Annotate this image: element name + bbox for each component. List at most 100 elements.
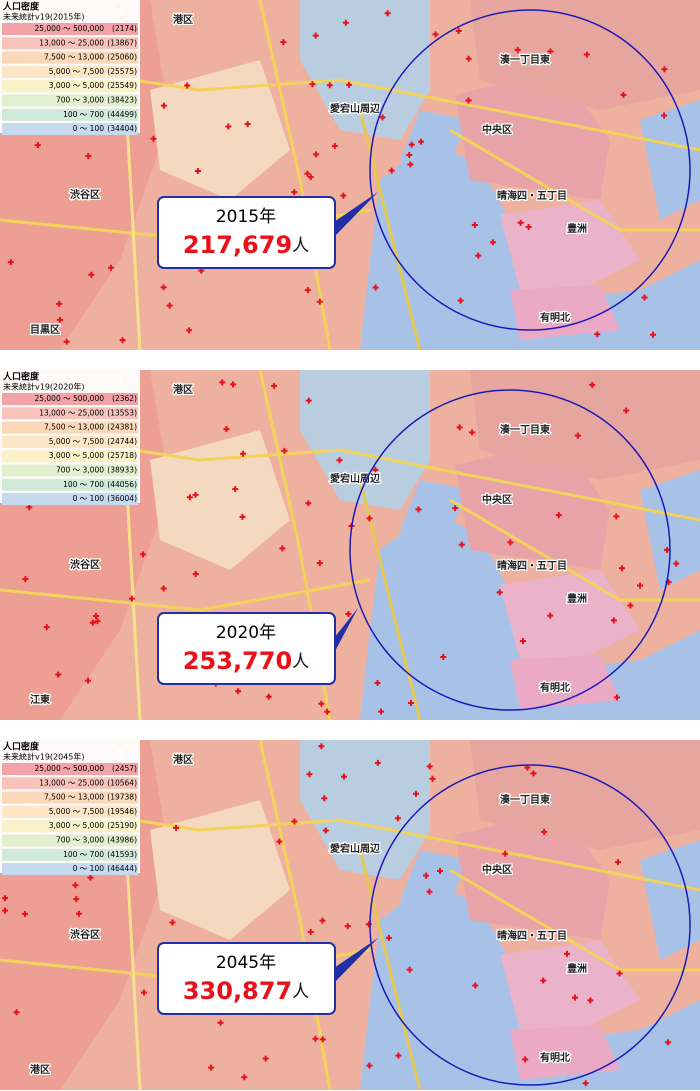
facility-marker [344,923,351,930]
legend-count: (2174) [112,24,137,33]
facility-marker [336,457,343,464]
facility-marker [305,500,312,507]
map-label: 豊洲 [567,962,587,975]
facility-marker [313,151,320,158]
green-district [150,60,290,200]
facility-marker [406,151,413,158]
facility-marker [530,770,537,777]
facility-marker [496,589,503,596]
facility-marker [230,381,237,388]
facility-marker [388,167,395,174]
map-label: 豊洲 [567,592,587,605]
facility-marker [72,882,79,889]
map-label: 晴海四・五丁目 [497,189,567,202]
facility-marker [217,1019,224,1026]
facility-marker [316,298,323,305]
facility-marker [169,919,176,926]
facility-marker [194,168,201,175]
facility-marker [340,192,347,199]
callout-box [157,196,336,269]
population-unit: 人 [292,236,309,256]
facility-marker [342,19,349,26]
facility-marker [89,619,96,626]
facility-marker [589,381,596,388]
callout-value: 253,770人 [183,647,309,675]
facility-marker [613,513,620,520]
facility-marker [412,790,419,797]
road [258,0,332,350]
facility-marker [186,494,193,501]
facility-marker [280,39,287,46]
legend-swatch [2,763,138,775]
map-label: 有明北 [540,1051,570,1064]
facility-marker [547,612,554,619]
facility-marker [244,121,251,128]
callout-pointer [334,938,378,983]
road [449,868,700,972]
legend-swatch [2,108,138,121]
facility-marker [140,989,147,996]
legend-count: (25190) [107,821,137,830]
facility-marker [415,506,422,513]
legend-swatch [2,478,138,491]
facility-marker [618,565,625,572]
legend-swatch [2,51,138,64]
facility-marker [312,1035,319,1042]
facility-marker [661,66,668,73]
legend-range: 13,000 〜 25,000 [39,778,104,787]
water-channel [400,110,470,180]
legend-swatch [2,863,138,876]
facility-marker [304,170,311,177]
facility-marker [385,934,392,941]
blue-district [300,370,430,510]
facility-marker [160,102,167,109]
facility-marker [465,55,472,62]
facility-marker [673,560,680,567]
legend-range: 7,500 〜 13,000 [44,53,104,62]
legend-count: (25060) [107,53,137,62]
map-label: 湊一丁目東 [500,423,550,436]
facility-marker [322,827,329,834]
callout-pointer [334,608,358,653]
legend-count: (24381) [107,423,137,432]
legend-swatch [2,94,138,107]
facility-marker [55,671,62,678]
legend-subtitle: 未来統計v19(2015年) [3,12,85,22]
map-label: 愛宕山周辺 [330,842,380,855]
facility-marker [366,515,373,522]
legend-count: (19738) [107,793,137,802]
legend-swatch [2,37,138,50]
facility-marker [540,977,547,984]
legend-range: 13,000 〜 25,000 [39,408,104,417]
legend-swatch [2,407,138,420]
facility-marker [616,970,623,977]
facility-marker [407,161,414,168]
population: 253,770 [183,647,292,675]
toyosu [500,940,640,1040]
map-label: 中央区 [482,493,512,506]
legend-swatch [2,777,138,790]
facility-marker [475,252,482,259]
legend-count: (25549) [107,81,137,90]
facility-marker [502,850,509,857]
facility-marker [594,331,601,338]
legend-range: 3,000 〜 5,000 [49,451,104,460]
legend-range: 25,000 〜 500,000 [34,764,104,773]
legend-count: (19546) [107,807,137,816]
facility-marker [429,775,436,782]
legend-count: (34404) [107,124,137,133]
road [358,849,422,1090]
callout-value: 330,877人 [183,977,309,1005]
legend-swatch [2,464,138,477]
facility-marker [627,602,634,609]
callout-year: 2015年 [216,207,276,227]
facility-marker [208,1064,215,1071]
facility-marker [372,466,379,473]
legend-swatch [2,791,138,804]
callout-pointer [334,192,378,237]
legend-range: 100 〜 700 [63,850,104,859]
legend-range: 0 〜 100 [73,494,105,503]
legend-title: 人口密度 [2,371,40,383]
